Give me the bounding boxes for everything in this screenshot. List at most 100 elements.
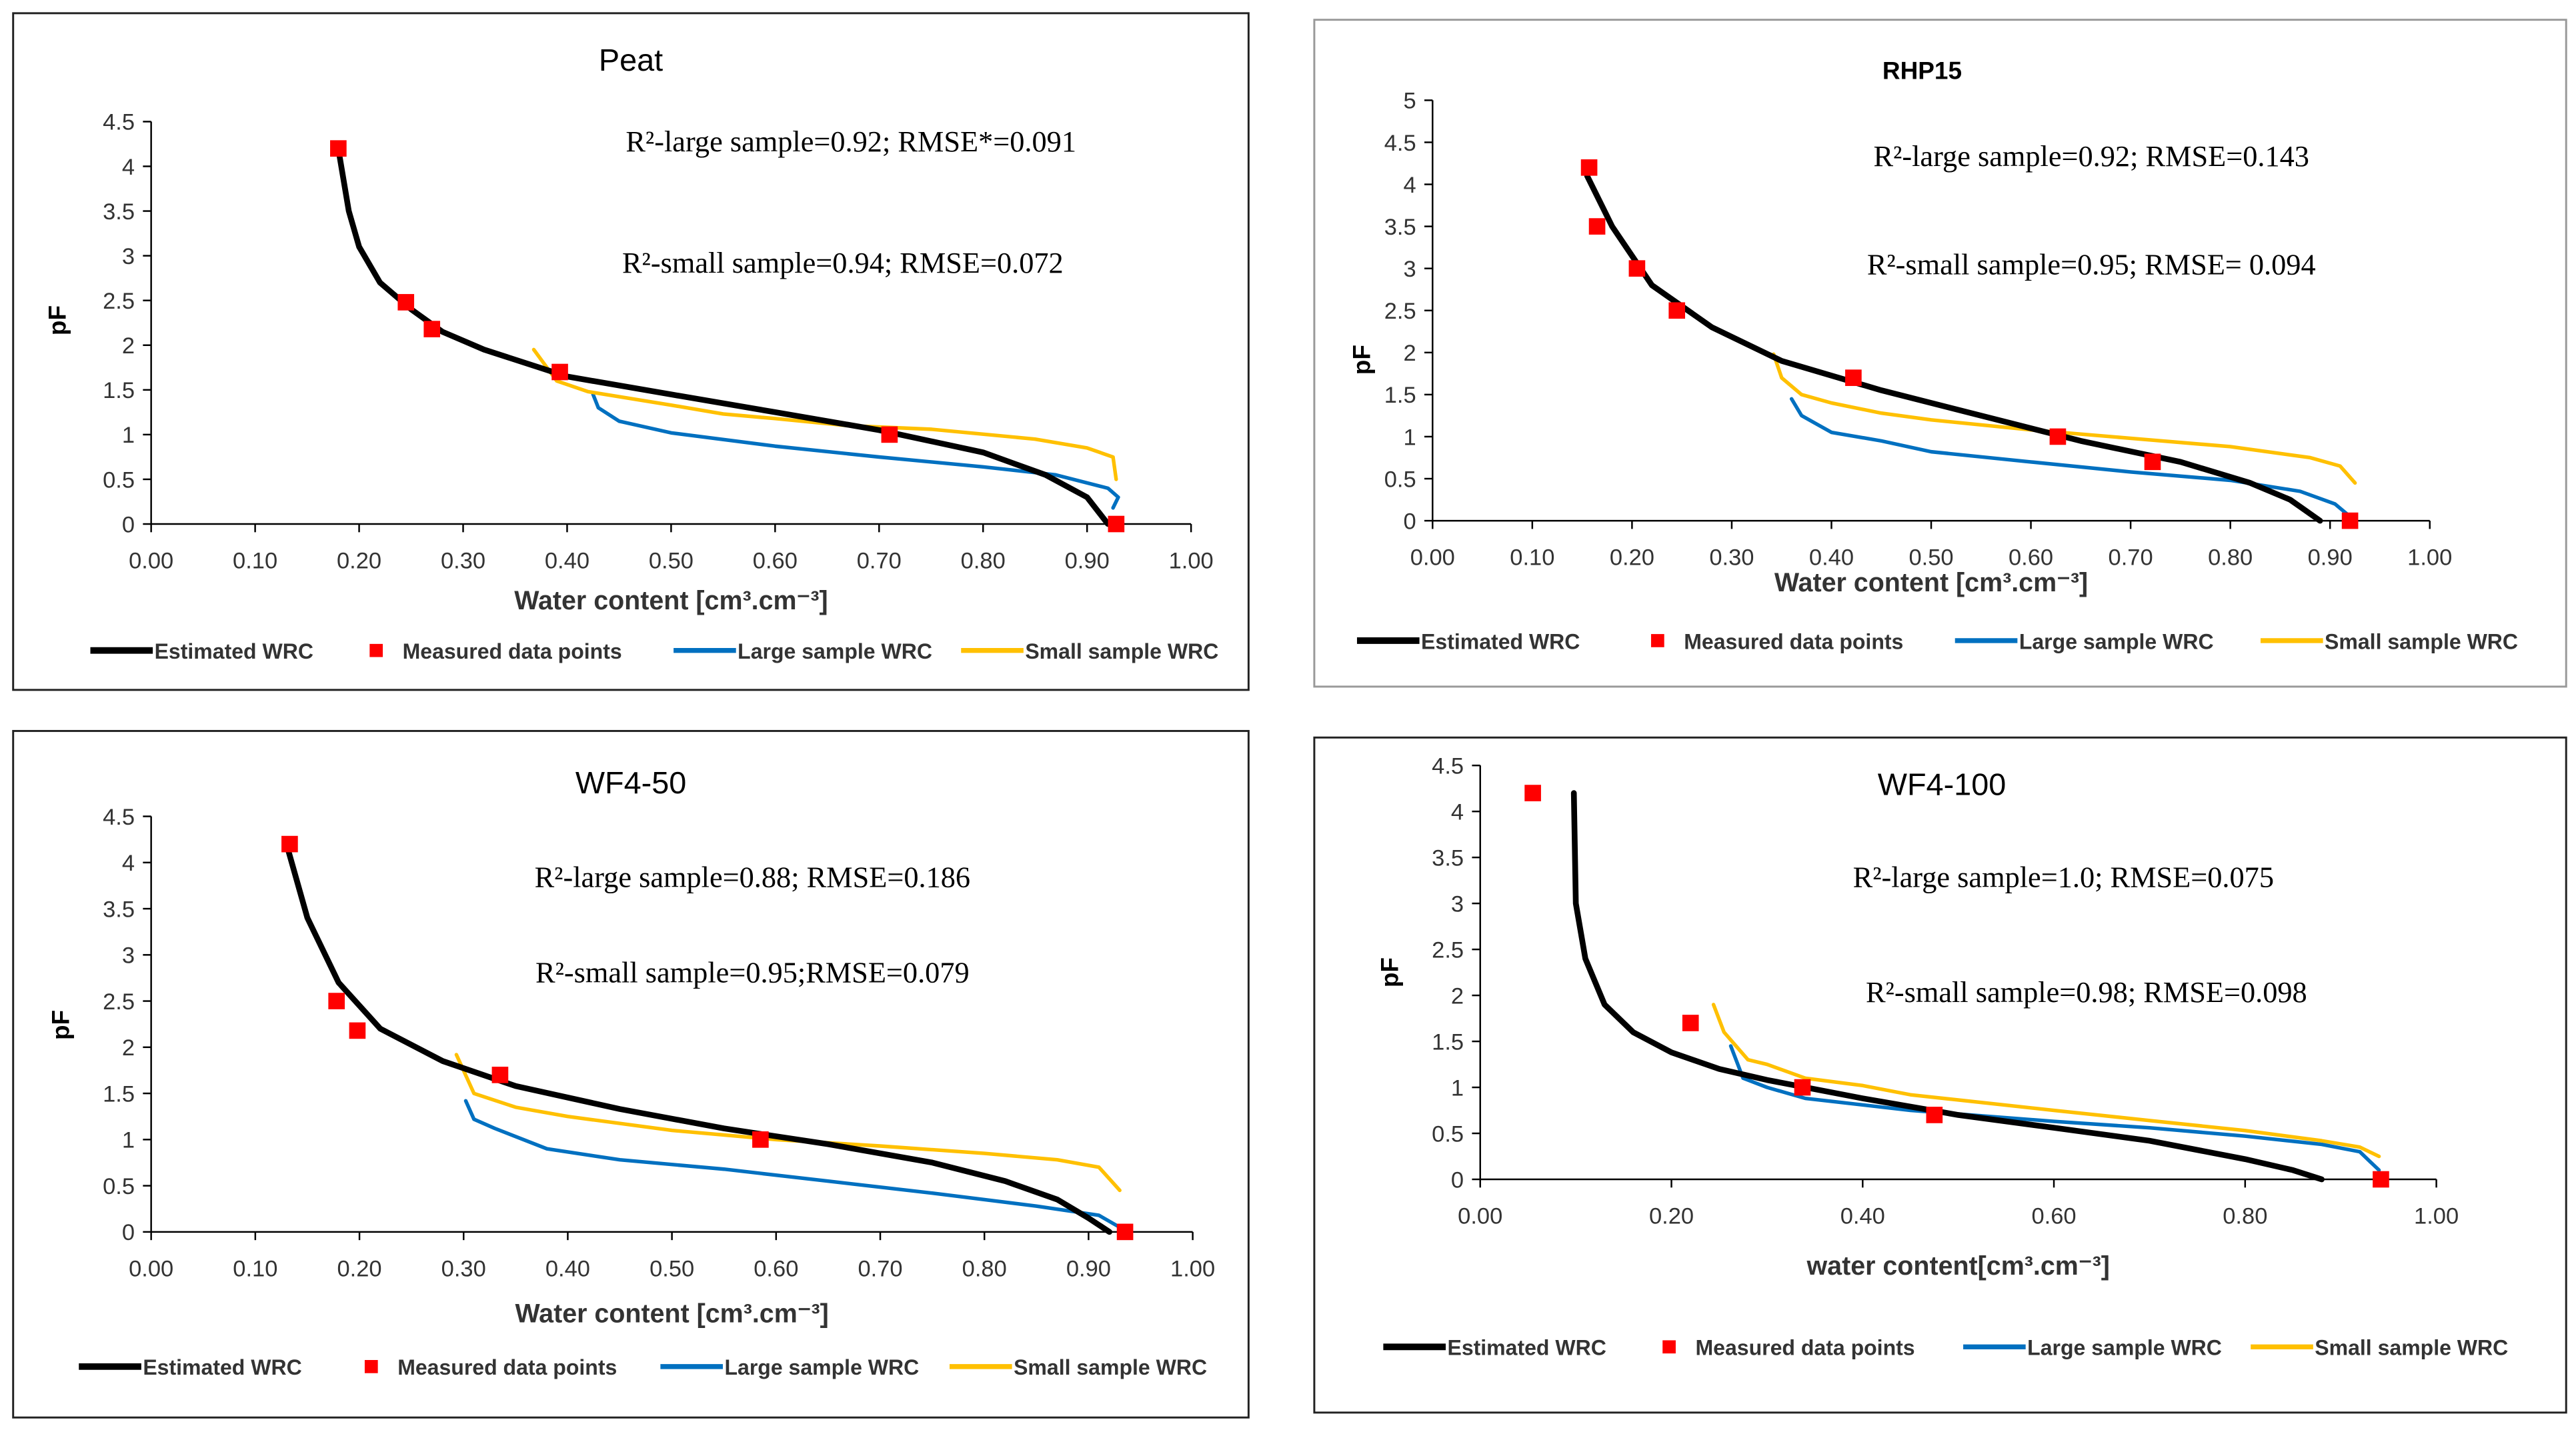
- legend-item-small: Small sample WRC: [2251, 1336, 2508, 1360]
- x-axis-label: Water content [cm³.cm⁻³]: [514, 586, 828, 615]
- x-tick-label: 0.90: [1065, 549, 1110, 574]
- legend: Estimated WRC Measured data points Large s…: [79, 1355, 1207, 1379]
- y-tick-label: 2: [1403, 341, 1416, 366]
- legend: Estimated WRC Measured data points Large s…: [1383, 1336, 2508, 1360]
- legend-marker-icon: [364, 1360, 378, 1373]
- y-tick-label: 2: [1451, 983, 1464, 1009]
- x-tick-label: 0.60: [753, 549, 798, 574]
- y-tick-label: 4: [1451, 799, 1464, 825]
- legend-label: Measured data points: [403, 639, 622, 663]
- chart-panel-peat: 0.00 0.10 0.20 0.30 0.40 0.50 0.60 0.70 0.80 0.90…: [12, 12, 1250, 691]
- x-tick-label: 0.20: [337, 1256, 381, 1281]
- measured-data-point: [1682, 1015, 1699, 1031]
- legend-label: Small sample WRC: [1014, 1355, 1207, 1379]
- x-tick-label: 0.30: [1709, 545, 1754, 571]
- x-tick-label: 0.10: [233, 1256, 277, 1281]
- x-axis-label: water content[cm³.cm⁻³]: [1806, 1251, 2110, 1281]
- y-axis-label: pF: [1376, 957, 1404, 987]
- chart-panel-wf4-50: 0.00 0.10 0.20 0.30 0.40 0.50 0.60 0.70 0.80 0.90…: [12, 729, 1250, 1419]
- measured-data-point: [330, 140, 347, 157]
- chart-title: WF4-50: [575, 765, 686, 800]
- y-tick-label: 2.5: [103, 989, 135, 1015]
- estimated-wrc-line: [283, 841, 1113, 1235]
- measured-data-point: [328, 993, 345, 1009]
- legend-label: Measured data points: [397, 1355, 617, 1379]
- measured-data-point: [551, 363, 568, 381]
- x-tick-label: 0.60: [2031, 1204, 2076, 1229]
- large-wrc-line: [591, 392, 1120, 510]
- legend-item-estimated: Estimated WRC: [1383, 1336, 1606, 1360]
- x-tick-label: 0.10: [1510, 545, 1554, 571]
- measured-data-point: [1108, 515, 1125, 533]
- x-tick-label: 0.40: [1840, 1204, 1885, 1229]
- x-tick-label: 0.20: [1649, 1204, 1694, 1229]
- legend-item-large: Large sample WRC: [1955, 629, 2214, 653]
- x-tick-label: 0.50: [649, 549, 694, 574]
- measured-data-point: [1628, 260, 1646, 277]
- y-tick-label: 4.5: [103, 110, 135, 135]
- x-tick-label: 0.90: [2308, 545, 2353, 571]
- y-tick-label: 1: [1451, 1075, 1464, 1101]
- x-tick-label: 0.60: [754, 1256, 798, 1281]
- fit-annotation: R²-large sample=0.88; RMSE=0.186: [535, 860, 970, 893]
- legend-marker-icon: [369, 643, 383, 657]
- y-tick-label: 4: [122, 851, 135, 876]
- x-tick-label: 0.90: [1066, 1256, 1111, 1281]
- legend-label: Measured data points: [1684, 629, 1903, 653]
- x-tick-label: 0.70: [2109, 545, 2153, 571]
- legend-item-small: Small sample WRC: [961, 639, 1218, 663]
- x-tick-label: 0.70: [857, 549, 902, 574]
- legend-item-large: Large sample WRC: [1963, 1336, 2222, 1360]
- x-tick-label: 0.20: [1610, 545, 1654, 571]
- measured-data-point: [397, 294, 415, 311]
- legend-label: Large sample WRC: [2019, 629, 2214, 653]
- measured-data-point: [881, 426, 898, 443]
- large-wrc-line: [463, 1099, 1122, 1229]
- measured-data-point: [1845, 369, 1862, 386]
- y-tick-label: 3.5: [103, 897, 135, 922]
- y-axis-label: pF: [47, 1010, 74, 1040]
- legend: Estimated WRC Measured data points Large s…: [90, 639, 1218, 663]
- legend-label: Large sample WRC: [2027, 1336, 2222, 1360]
- y-tick-label: 1.5: [1432, 1029, 1464, 1055]
- x-tick-label: 0.80: [2223, 1204, 2267, 1229]
- panel-border: [1313, 736, 2567, 1414]
- y-tick-label: 2.5: [1432, 937, 1464, 963]
- y-tick-label: 1: [122, 423, 135, 448]
- y-tick-label: 4: [1403, 173, 1416, 198]
- x-tick-label: 0.00: [129, 549, 173, 574]
- fit-annotation: R²-large sample=0.92; RMSE*=0.091: [625, 125, 1076, 158]
- y-tick-label: 2.5: [1384, 299, 1416, 324]
- fit-annotation: R²-large sample=1.0; RMSE=0.075: [1853, 860, 2274, 893]
- legend-item-measured: Measured data points: [369, 639, 622, 663]
- x-tick-label: 0.00: [129, 1256, 173, 1281]
- x-tick-label: 0.30: [441, 1256, 486, 1281]
- measured-data-point: [491, 1067, 509, 1083]
- y-tick-label: 3: [122, 943, 135, 969]
- measured-data-point: [1524, 785, 1541, 801]
- y-tick-label: 3.5: [103, 199, 135, 225]
- measured-data-point: [2373, 1171, 2389, 1188]
- chart-panel-wf4-100: 0.00 0.20 0.40 0.60 0.80 1.00 0 0.5 1 1.5 2 2.5 3 3.5…: [1313, 736, 2567, 1414]
- large-wrc-line: [1728, 1044, 2381, 1172]
- estimated-wrc-line: [1570, 790, 2325, 1183]
- y-tick-label: 4: [122, 155, 135, 180]
- y-tick-label: 0: [122, 512, 135, 537]
- legend-marker-icon: [1650, 634, 1664, 647]
- y-tick-label: 0.5: [103, 467, 135, 493]
- measured-data-point: [423, 321, 441, 337]
- x-axis-label: Water content [cm³.cm⁻³]: [1774, 568, 2088, 597]
- legend-item-large: Large sample WRC: [660, 1355, 919, 1379]
- small-wrc-line: [531, 347, 1118, 481]
- x-tick-label: 0.20: [337, 549, 381, 574]
- legend-label: Estimated WRC: [1421, 629, 1580, 653]
- legend-item-large: Large sample WRC: [674, 639, 932, 663]
- measured-data-point: [2144, 453, 2161, 471]
- fit-annotation: R²-large sample=0.92; RMSE=0.143: [1873, 139, 2309, 173]
- x-tick-label: 1.00: [1170, 1256, 1215, 1281]
- y-tick-label: 5: [1403, 89, 1416, 114]
- x-tick-label: 0.70: [858, 1256, 902, 1281]
- x-tick-label: 0.40: [545, 1256, 590, 1281]
- legend-label: Large sample WRC: [724, 1355, 919, 1379]
- y-tick-label: 3: [1403, 257, 1416, 282]
